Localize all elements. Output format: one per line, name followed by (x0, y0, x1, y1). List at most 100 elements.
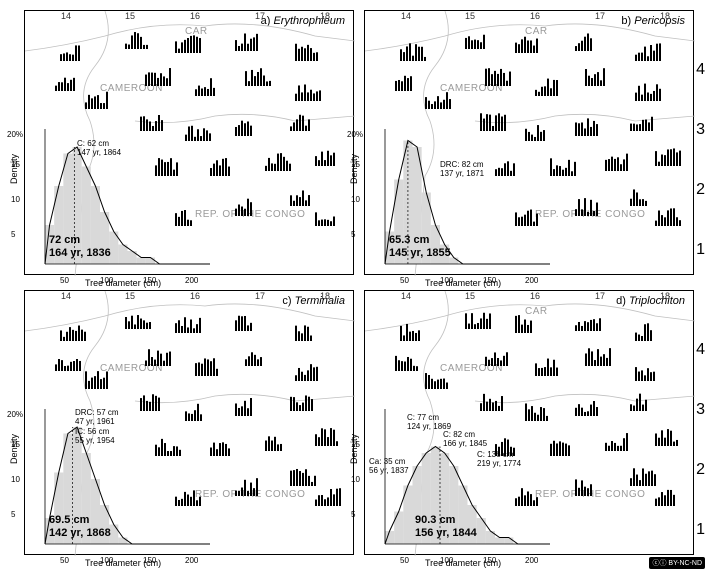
inset-ytick: 15 (351, 440, 360, 449)
inset-xtick: 200 (525, 556, 538, 565)
bold-summary: 65.3 cm 145 yr, 1855 (389, 234, 451, 260)
mini-histogram (295, 321, 325, 341)
annotation-d3: Ca: 35 cm 56 yr, 1837 (369, 457, 409, 476)
mini-histogram (655, 146, 685, 166)
mini-histogram (575, 31, 605, 51)
mini-histogram (485, 66, 515, 86)
inset-ytick: 5 (351, 230, 355, 239)
geo-ytick: 1 (696, 241, 705, 259)
mini-histogram (315, 486, 345, 506)
geo-ytick: 3 (696, 121, 705, 139)
mini-histogram (295, 41, 325, 61)
geo-ytick: 1 (696, 521, 705, 539)
mini-histogram (515, 313, 545, 333)
mini-histogram (175, 313, 205, 333)
mini-histogram (655, 426, 685, 446)
mini-histogram (235, 396, 265, 416)
inset-xtick: 50 (400, 556, 409, 565)
mini-histogram (235, 31, 265, 51)
inset-ytick-top: 20% (7, 130, 23, 139)
inset-ytick-10: 10 (11, 195, 20, 204)
inset-xtick-150: 150 (143, 276, 156, 285)
mini-histogram (605, 151, 635, 171)
inset-xtick-100: 100 (100, 276, 113, 285)
mini-histogram (575, 116, 605, 136)
mini-histogram (235, 476, 265, 496)
mini-histogram (195, 76, 225, 96)
mini-histogram (265, 151, 295, 171)
mini-histogram (315, 206, 345, 226)
mini-histogram (630, 466, 660, 486)
mini-histogram (55, 351, 85, 371)
inset-ytick-15: 15 (11, 160, 20, 169)
inset-xtick: 150 (143, 556, 156, 565)
inset-ytick: 15 (11, 440, 20, 449)
mini-histogram (145, 346, 175, 366)
bold-summary: 69.5 cm 142 yr, 1868 (49, 514, 111, 540)
inset-xtick: 150 (483, 276, 496, 285)
mini-histogram (395, 71, 425, 91)
bold-summary: 90.3 cm 156 yr, 1844 (415, 514, 477, 540)
mini-histogram (655, 486, 685, 506)
mini-histogram (585, 66, 615, 86)
mini-histogram (235, 196, 265, 216)
mini-histogram (60, 41, 90, 61)
inset-xtick: 150 (483, 556, 496, 565)
inset-a: Density Tree diameter (cm) 50 100 150 20… (25, 124, 215, 274)
inset-ytick-top: 20% (347, 130, 363, 139)
mini-histogram (245, 346, 275, 366)
inset-xtick: 100 (440, 556, 453, 565)
figure-root: a) Erythrophleum 14 15 16 17 18 CAR CAME… (0, 0, 709, 571)
annotation-d2: C: 82 cm 166 yr, 1845 (443, 430, 487, 449)
mini-histogram (85, 89, 115, 109)
mini-histogram (585, 346, 615, 366)
inset-ytick: 5 (11, 510, 15, 519)
inset-d: Density Tree diameter (cm) 50 100 150 20… (365, 404, 555, 554)
mini-histogram (630, 391, 660, 411)
annotation-d4: C: 136 cm 219 yr, 1774 (477, 450, 521, 469)
mini-histogram (195, 356, 225, 376)
mini-histogram (575, 196, 605, 216)
inset-xtick: 100 (100, 556, 113, 565)
geo-ytick: 4 (696, 61, 705, 79)
geo-ytick: 4 (696, 341, 705, 359)
mini-histogram (125, 29, 155, 49)
mini-histogram (290, 466, 320, 486)
mini-histogram (175, 33, 205, 53)
geo-ytick: 3 (696, 401, 705, 419)
mini-histogram (60, 321, 90, 341)
inset-ytick: 10 (11, 475, 20, 484)
mini-histogram (295, 81, 325, 101)
annotation-a: C: 62 cm 147 yr, 1864 (77, 139, 121, 158)
mini-histogram (630, 186, 660, 206)
mini-histogram (265, 431, 295, 451)
mini-histogram (315, 146, 345, 166)
mini-histogram (425, 89, 455, 109)
inset-ytick-5: 5 (11, 230, 15, 239)
geo-ytick: 2 (696, 461, 705, 479)
inset-c: Density Tree diameter (cm) 50 100 150 20… (25, 404, 215, 554)
mini-histogram (290, 111, 320, 131)
cc-license-icon: ⓒⓘ BY-NC-ND (649, 557, 705, 569)
mini-histogram (465, 309, 495, 329)
inset-xtick: 50 (400, 276, 409, 285)
mini-histogram (575, 476, 605, 496)
mini-histogram (145, 66, 175, 86)
inset-b: Density Tree diameter (cm) 50 100 150 20… (365, 124, 555, 274)
mini-histogram (605, 431, 635, 451)
mini-histogram (635, 321, 665, 341)
mini-histogram (290, 186, 320, 206)
annotation-c: DRC: 57 cm 47 yr, 1961 IC: 56 cm 55 yr, … (75, 408, 119, 446)
mini-histogram (295, 361, 325, 381)
inset-ytick: 10 (351, 475, 360, 484)
cc-text: ⓒⓘ (652, 560, 668, 567)
geo-ytick: 2 (696, 181, 705, 199)
mini-histogram (635, 81, 665, 101)
annotation-b: DRC: 82 cm 137 yr, 1871 (440, 160, 484, 179)
inset-ytick: 10 (351, 195, 360, 204)
mini-histogram (125, 309, 155, 329)
mini-histogram (655, 206, 685, 226)
inset-xtick: 200 (525, 276, 538, 285)
mini-histogram (85, 369, 115, 389)
panel-b: b) Pericopsis 14 15 16 17 18 1 2 3 4 CAR… (364, 10, 694, 275)
